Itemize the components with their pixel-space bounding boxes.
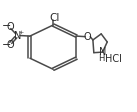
Text: Cl: Cl — [49, 13, 60, 23]
Text: N: N — [99, 47, 106, 57]
Text: O: O — [84, 32, 92, 42]
Text: N: N — [14, 31, 21, 41]
Text: HCl: HCl — [105, 54, 122, 64]
Text: −: − — [2, 40, 11, 50]
Text: O: O — [6, 40, 14, 50]
Text: +: + — [18, 30, 24, 35]
Text: −: − — [2, 21, 11, 31]
Text: H: H — [98, 54, 104, 63]
Text: O: O — [6, 22, 14, 32]
